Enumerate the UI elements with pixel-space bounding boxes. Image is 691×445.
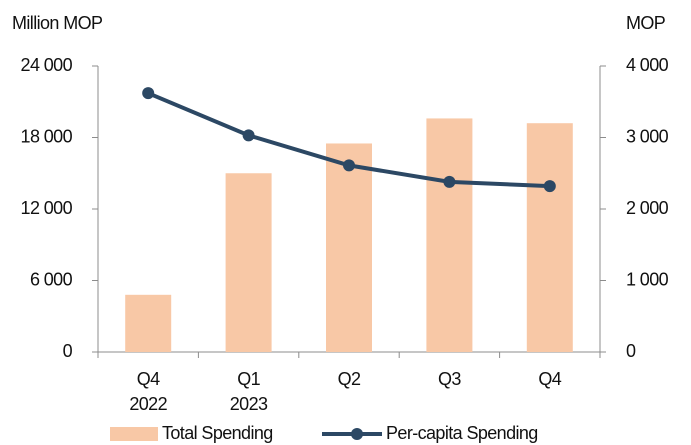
- y2-tick-label: 1 000: [626, 269, 669, 289]
- y2-tick-label: 0: [626, 341, 636, 361]
- line-marker: [543, 180, 556, 193]
- y-axis-label: Million MOP: [12, 13, 103, 33]
- x-tick-label: 2022: [129, 394, 167, 414]
- x-tick-label: Q4: [137, 369, 160, 389]
- y2-tick-label: 4 000: [626, 55, 669, 75]
- y-tick-label: 0: [63, 341, 73, 361]
- x-tick-label: Q4: [538, 369, 561, 389]
- y-tick-label: 6 000: [30, 269, 73, 289]
- x-tick-label: Q3: [438, 369, 461, 389]
- y-tick-label: 12 000: [21, 198, 73, 218]
- x-tick-label: Q2: [338, 369, 361, 389]
- bar: [125, 294, 172, 352]
- legend-swatch: [110, 427, 158, 441]
- bar: [326, 143, 372, 352]
- y2-axis-label: MOP: [626, 13, 666, 33]
- bar: [225, 173, 272, 352]
- y2-tick-label: 2 000: [626, 198, 669, 218]
- legend-label: Per-capita Spending: [386, 423, 538, 443]
- y-tick-label: 24 000: [21, 55, 73, 75]
- y-tick-label: 18 000: [21, 126, 73, 146]
- line-marker: [242, 129, 255, 142]
- bar: [426, 118, 473, 352]
- line-marker: [443, 175, 456, 188]
- x-tick-label: 2023: [230, 394, 268, 414]
- bar: [526, 123, 573, 352]
- line-marker: [142, 87, 155, 100]
- legend-marker: [351, 428, 363, 440]
- y2-tick-label: 3 000: [626, 126, 669, 146]
- legend-label: Total Spending: [162, 423, 273, 443]
- line-marker: [343, 159, 355, 172]
- x-tick-label: Q1: [237, 369, 260, 389]
